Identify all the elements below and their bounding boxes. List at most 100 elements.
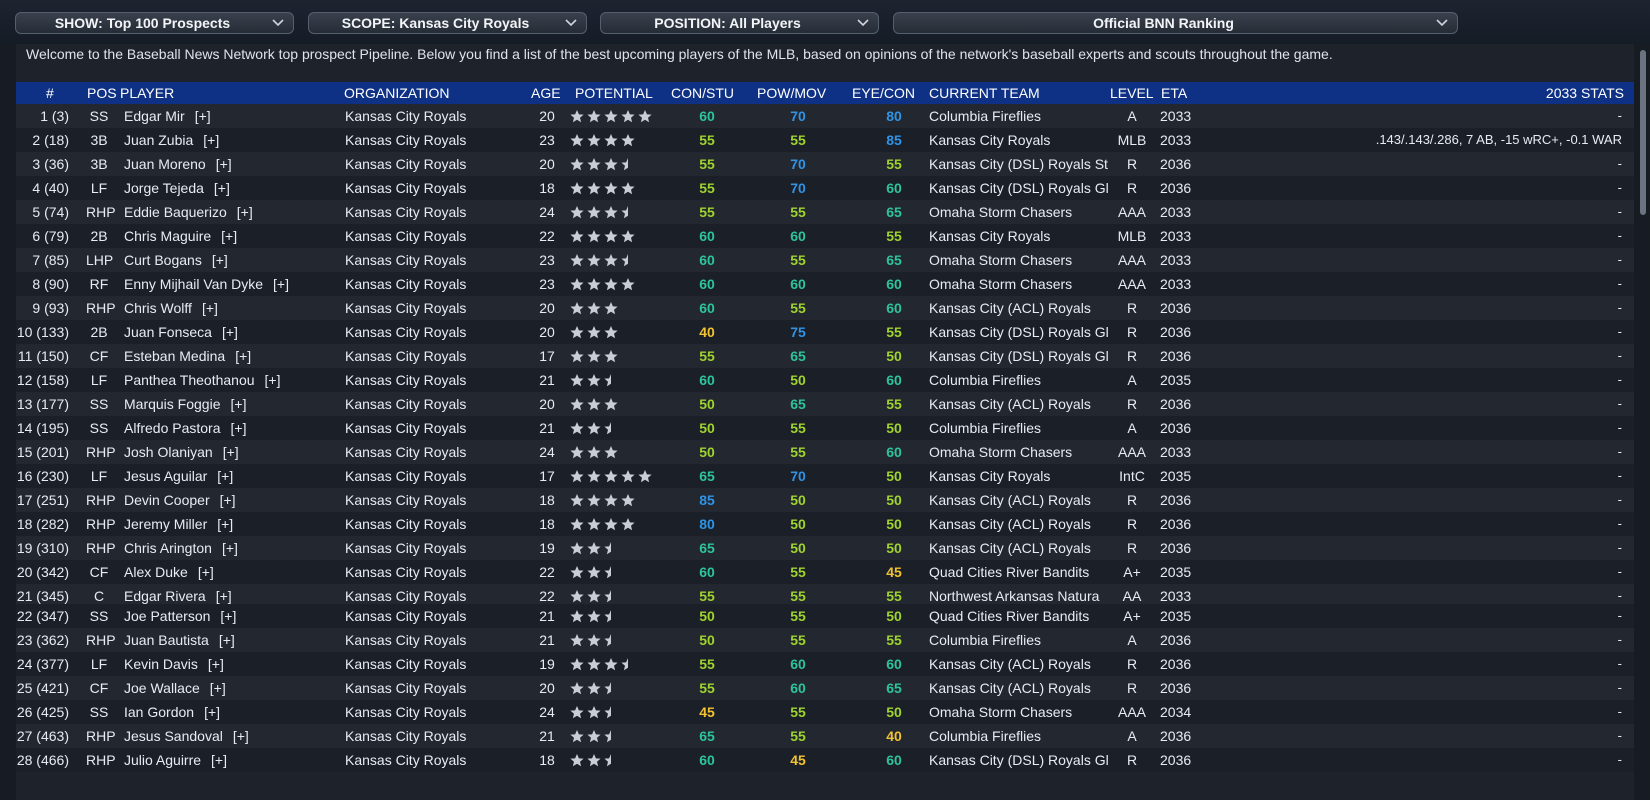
player-name-link[interactable]: Edgar Mir bbox=[124, 108, 185, 124]
col-rank-header[interactable]: # bbox=[46, 85, 54, 101]
table-row[interactable]: 14 (195) SS Kansas City Royals 21 Columbia F… bbox=[16, 416, 1634, 440]
expand-player-button[interactable]: [+] bbox=[215, 588, 232, 604]
table-row[interactable]: 22 (347) SS Kansas City Royals 21 Quad Citie… bbox=[16, 604, 1634, 628]
table-row[interactable]: 28 (466) RHP Kansas City Royals 18 Kansas Ci… bbox=[16, 748, 1634, 772]
table-row[interactable]: 19 (310) RHP Kansas City Royals 19 Kansas Ci… bbox=[16, 536, 1634, 560]
player-name-link[interactable]: Edgar Rivera bbox=[124, 588, 206, 604]
scrollbar-thumb[interactable] bbox=[1640, 50, 1646, 215]
expand-player-button[interactable]: [+] bbox=[220, 608, 237, 624]
expand-player-button[interactable]: [+] bbox=[236, 204, 253, 220]
col-age-header[interactable]: AGE bbox=[531, 85, 561, 101]
col-stats-header[interactable]: 2033 STATS bbox=[1545, 85, 1624, 101]
expand-player-button[interactable]: [+] bbox=[230, 396, 247, 412]
expand-player-button[interactable]: [+] bbox=[217, 516, 234, 532]
player-name-link[interactable]: Esteban Medina bbox=[124, 348, 226, 364]
player-name-link[interactable]: Joe Wallace bbox=[124, 680, 200, 696]
table-row[interactable]: 20 (342) CF Kansas City Royals 22 Quad Citie… bbox=[16, 560, 1634, 584]
col-potential-header[interactable]: POTENTIAL bbox=[575, 85, 653, 101]
expand-player-button[interactable]: [+] bbox=[215, 156, 232, 172]
table-row[interactable]: 15 (201) RHP Kansas City Royals 24 Omaha Sto… bbox=[16, 440, 1634, 464]
expand-player-button[interactable]: [+] bbox=[197, 564, 214, 580]
player-name-link[interactable]: Enny Mijhail Van Dyke bbox=[124, 276, 264, 292]
player-name-link[interactable]: Ian Gordon bbox=[124, 704, 195, 720]
expand-player-button[interactable]: [+] bbox=[221, 540, 238, 556]
table-row[interactable]: 5 (74) RHP Kansas City Royals 24 Omaha Storm… bbox=[16, 200, 1634, 224]
player-name-link[interactable]: Jorge Tejeda bbox=[124, 180, 204, 196]
table-row[interactable]: 18 (282) RHP Kansas City Royals 18 Kansas Ci… bbox=[16, 512, 1634, 536]
player-name-link[interactable]: Juan Moreno bbox=[124, 156, 206, 172]
table-row[interactable]: 8 (90) RF Kansas City Royals 23 Omaha Storm … bbox=[16, 272, 1634, 296]
ranking-dropdown[interactable]: Official BNN Ranking bbox=[893, 12, 1458, 34]
player-name-link[interactable]: Juan Fonseca bbox=[124, 324, 212, 340]
player-name-link[interactable]: Alex Duke bbox=[124, 564, 188, 580]
expand-player-button[interactable]: [+] bbox=[264, 372, 281, 388]
expand-player-button[interactable]: [+] bbox=[219, 492, 236, 508]
expand-player-button[interactable]: [+] bbox=[217, 468, 234, 484]
expand-player-button[interactable]: [+] bbox=[211, 252, 228, 268]
col-pos-header[interactable]: POS bbox=[87, 85, 117, 101]
position-dropdown[interactable]: POSITION: All Players bbox=[600, 12, 879, 34]
player-name-link[interactable]: Curt Bogans bbox=[124, 252, 202, 268]
player-name-link[interactable]: Alfredo Pastora bbox=[124, 420, 221, 436]
table-row[interactable]: 27 (463) RHP Kansas City Royals 21 Columbia … bbox=[16, 724, 1634, 748]
player-name-link[interactable]: Joe Patterson bbox=[124, 608, 211, 624]
table-row[interactable]: 1 (3) SS Kansas City Royals 20 Columbia Fire… bbox=[16, 104, 1634, 128]
player-name-link[interactable]: Jesus Aguilar bbox=[124, 468, 208, 484]
col-pow-mov-header[interactable]: POW/MOV bbox=[757, 85, 827, 101]
player-name-link[interactable]: Chris Maguire bbox=[124, 228, 212, 244]
table-row[interactable]: 6 (79) 2B Kansas City Royals 22 Kansas City … bbox=[16, 224, 1634, 248]
expand-player-button[interactable]: [+] bbox=[218, 632, 235, 648]
player-name-link[interactable]: Chris Wolff bbox=[124, 300, 192, 316]
table-row[interactable]: 13 (177) SS Kansas City Royals 20 Kansas Cit… bbox=[16, 392, 1634, 416]
table-row[interactable]: 26 (425) SS Kansas City Royals 24 Omaha Stor… bbox=[16, 700, 1634, 724]
player-name-link[interactable]: Julio Aguirre bbox=[124, 752, 202, 768]
expand-player-button[interactable]: [+] bbox=[232, 728, 249, 744]
expand-player-button[interactable]: [+] bbox=[204, 704, 221, 720]
table-row[interactable]: 12 (158) LF Kansas City Royals 21 Columbia F… bbox=[16, 368, 1634, 392]
expand-player-button[interactable]: [+] bbox=[230, 420, 247, 436]
table-row[interactable]: 23 (362) RHP Kansas City Royals 21 Columbia … bbox=[16, 628, 1634, 652]
expand-player-button[interactable]: [+] bbox=[211, 752, 228, 768]
player-name-link[interactable]: Juan Zubia bbox=[124, 132, 194, 148]
player-name-link[interactable]: Marquis Foggie bbox=[124, 396, 221, 412]
col-eye-con-header[interactable]: EYE/CON bbox=[852, 85, 916, 101]
expand-player-button[interactable]: [+] bbox=[203, 132, 220, 148]
expand-player-button[interactable]: [+] bbox=[235, 348, 252, 364]
player-name-link[interactable]: Chris Arington bbox=[124, 540, 212, 556]
player-name-link[interactable]: Kevin Davis bbox=[124, 656, 198, 672]
expand-player-button[interactable]: [+] bbox=[222, 444, 239, 460]
player-name-link[interactable]: Juan Bautista bbox=[124, 632, 209, 648]
expand-player-button[interactable]: [+] bbox=[273, 276, 289, 292]
expand-player-button[interactable]: [+] bbox=[221, 228, 238, 244]
table-row[interactable]: 2 (18) 3B Kansas City Royals 23 Kansas City … bbox=[16, 128, 1634, 152]
player-name-link[interactable]: Jesus Sandoval bbox=[124, 728, 223, 744]
player-name-link[interactable]: Eddie Baquerizo bbox=[124, 204, 227, 220]
player-name-link[interactable]: Panthea Theothanou bbox=[124, 372, 255, 388]
col-level-header[interactable]: LEVEL bbox=[1110, 85, 1154, 101]
player-name-link[interactable]: Josh Olaniyan bbox=[124, 444, 213, 460]
table-row[interactable]: 10 (133) 2B Kansas City Royals 20 Kansas Cit… bbox=[16, 320, 1634, 344]
expand-player-button[interactable]: [+] bbox=[194, 108, 211, 124]
table-row[interactable]: 4 (40) LF Kansas City Royals 18 Kansas City … bbox=[16, 176, 1634, 200]
table-row[interactable]: 25 (421) CF Kansas City Royals 20 Kansas Cit… bbox=[16, 676, 1634, 700]
table-row[interactable]: 9 (93) RHP Kansas City Royals 20 Kansas City… bbox=[16, 296, 1634, 320]
show-dropdown[interactable]: SHOW: Top 100 Prospects bbox=[15, 12, 294, 34]
table-row[interactable]: 16 (230) LF Kansas City Royals 17 Kansas Cit… bbox=[16, 464, 1634, 488]
player-name-link[interactable]: Jeremy Miller bbox=[124, 516, 208, 532]
table-row[interactable]: 11 (150) CF Kansas City Royals 17 Kansas Cit… bbox=[16, 344, 1634, 368]
col-player-header[interactable]: PLAYER bbox=[120, 85, 175, 101]
expand-player-button[interactable]: [+] bbox=[213, 180, 230, 196]
table-row[interactable]: 24 (377) LF Kansas City Royals 19 Kansas Cit… bbox=[16, 652, 1634, 676]
expand-player-button[interactable]: [+] bbox=[209, 680, 226, 696]
col-org-header[interactable]: ORGANIZATION bbox=[344, 85, 450, 101]
col-eta-header[interactable]: ETA bbox=[1161, 85, 1188, 101]
player-name-link[interactable]: Devin Cooper bbox=[124, 492, 210, 508]
table-row[interactable]: 17 (251) RHP Kansas City Royals 18 Kansas Ci… bbox=[16, 488, 1634, 512]
col-team-header[interactable]: CURRENT TEAM bbox=[929, 85, 1040, 101]
table-row[interactable]: 3 (36) 3B Kansas City Royals 20 Kansas City … bbox=[16, 152, 1634, 176]
table-row[interactable]: 7 (85) LHP Kansas City Royals 23 Omaha Storm… bbox=[16, 248, 1634, 272]
expand-player-button[interactable]: [+] bbox=[221, 324, 238, 340]
expand-player-button[interactable]: [+] bbox=[201, 300, 218, 316]
scrollbar[interactable] bbox=[1636, 44, 1650, 800]
col-con-stu-header[interactable]: CON/STU bbox=[671, 85, 734, 101]
